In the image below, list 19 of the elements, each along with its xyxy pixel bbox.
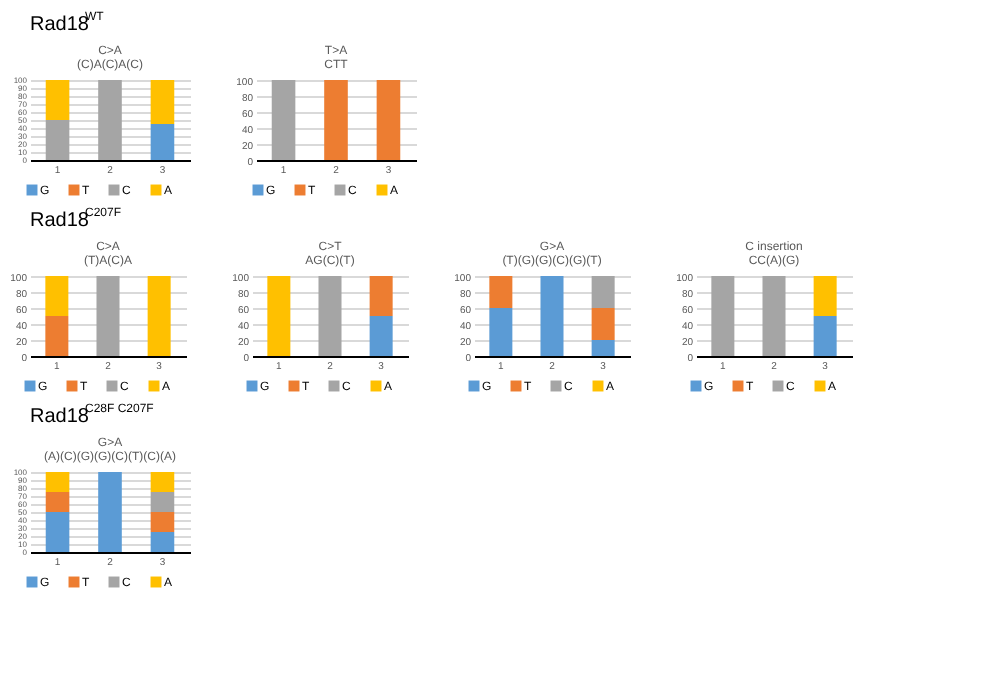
- bar: [98, 80, 122, 160]
- bar: [150, 492, 175, 512]
- bar: [150, 80, 175, 124]
- bar: [45, 80, 70, 120]
- bar: [489, 276, 513, 308]
- bar: [45, 492, 70, 512]
- bar: [591, 276, 615, 308]
- bar: [150, 532, 175, 552]
- bar: [45, 472, 70, 492]
- bar: [45, 512, 70, 552]
- bar: [45, 120, 70, 160]
- bar: [591, 340, 615, 356]
- bar: [150, 124, 175, 160]
- bar: [489, 308, 513, 356]
- bar: [150, 472, 175, 492]
- bar: [540, 276, 564, 356]
- bar: [591, 308, 615, 340]
- bar: [98, 472, 122, 552]
- bar: [150, 512, 175, 532]
